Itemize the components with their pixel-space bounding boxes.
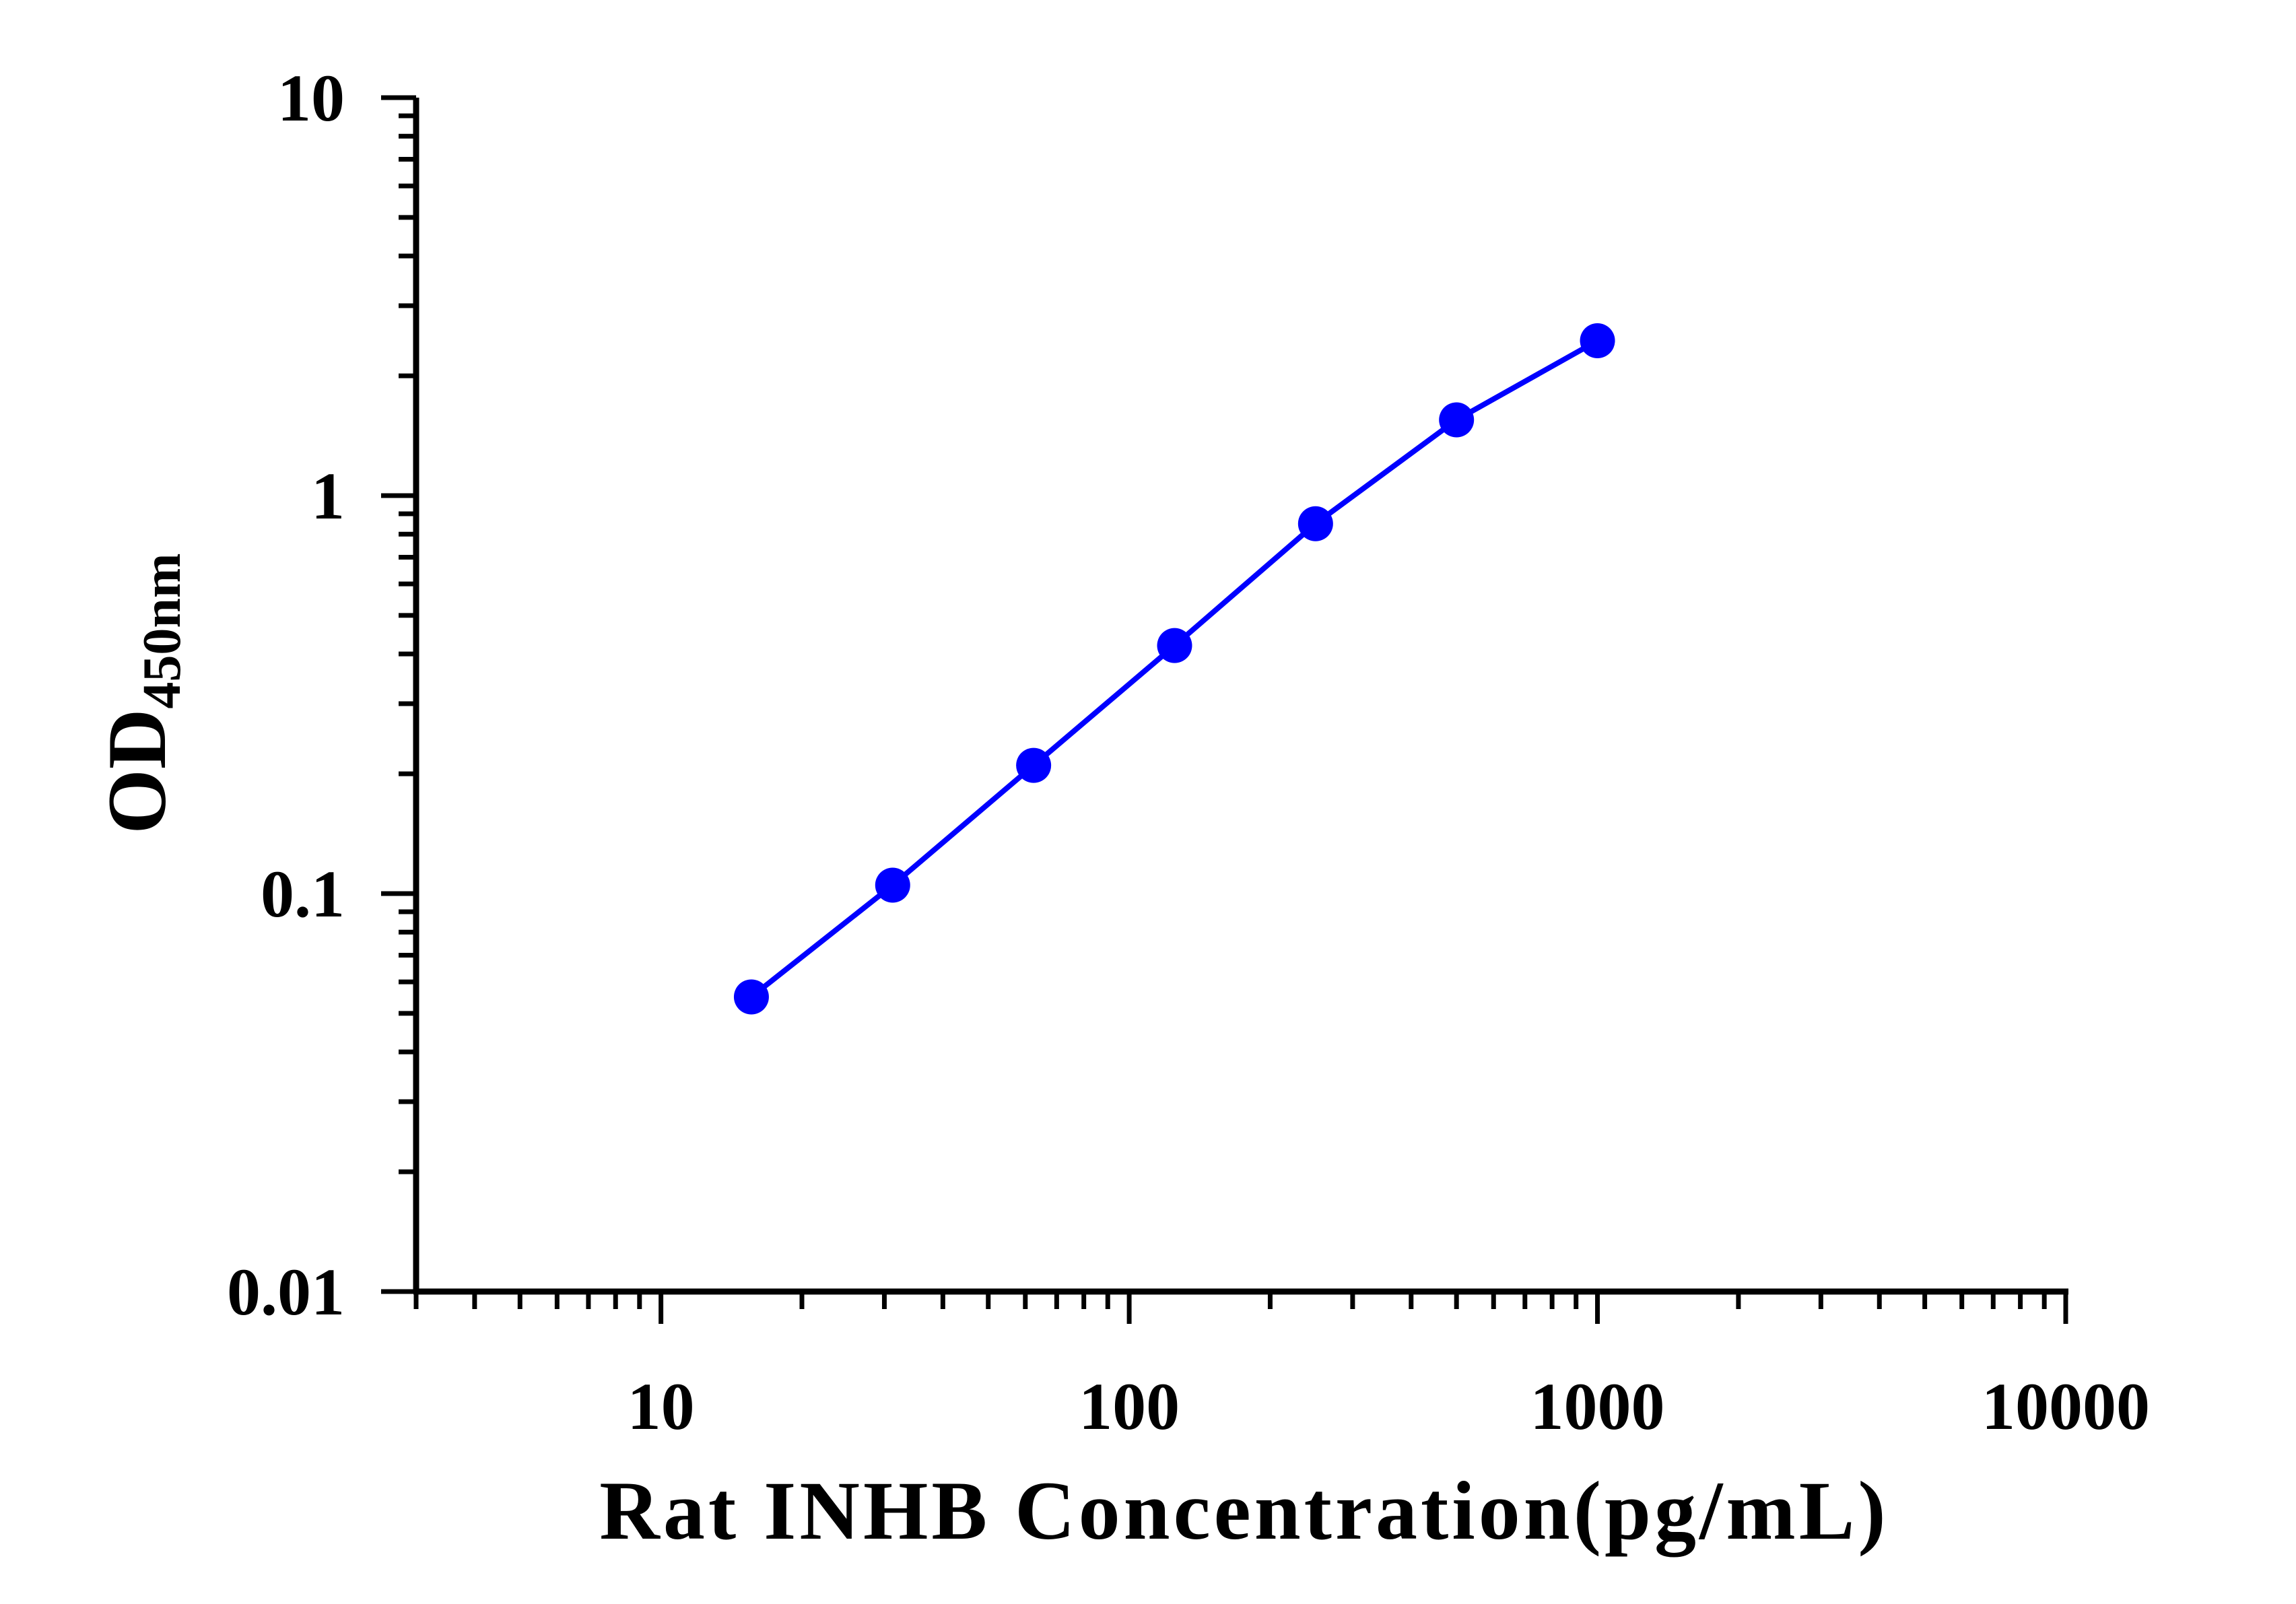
x-tick-label: 100 bbox=[1079, 1369, 1180, 1444]
major-ticks bbox=[381, 95, 2068, 1324]
data-point bbox=[1297, 506, 1333, 541]
data-point bbox=[875, 867, 910, 903]
x-axis-title: Rat INHB Concentration(pg/mL) bbox=[599, 1465, 1889, 1558]
x-tick-label: 10 bbox=[628, 1369, 695, 1444]
y-axis-title-main: OD bbox=[91, 709, 183, 834]
x-tick-labels: 10 100 1000 10000 bbox=[628, 1369, 2150, 1444]
data-point bbox=[733, 979, 769, 1015]
series-group bbox=[733, 323, 1615, 1015]
y-axis-title-subscript: 450nm bbox=[133, 553, 192, 708]
minor-ticks bbox=[399, 113, 2047, 1309]
y-tick-label: 0.01 bbox=[227, 1255, 345, 1329]
x-tick-label: 1000 bbox=[1530, 1369, 1665, 1444]
data-point bbox=[1439, 402, 1475, 438]
y-axis-title: OD450nm bbox=[91, 553, 192, 834]
y-tick-label: 1 bbox=[311, 459, 345, 533]
y-tick-label: 10 bbox=[277, 61, 345, 135]
y-tick-labels: 0.01 0.1 1 10 bbox=[227, 61, 345, 1329]
data-point bbox=[1016, 747, 1052, 783]
data-point bbox=[1580, 323, 1615, 359]
data-point bbox=[1157, 628, 1192, 663]
x-tick-label: 10000 bbox=[1982, 1369, 2150, 1444]
y-tick-label: 0.1 bbox=[261, 857, 345, 931]
series-line bbox=[749, 338, 1599, 999]
